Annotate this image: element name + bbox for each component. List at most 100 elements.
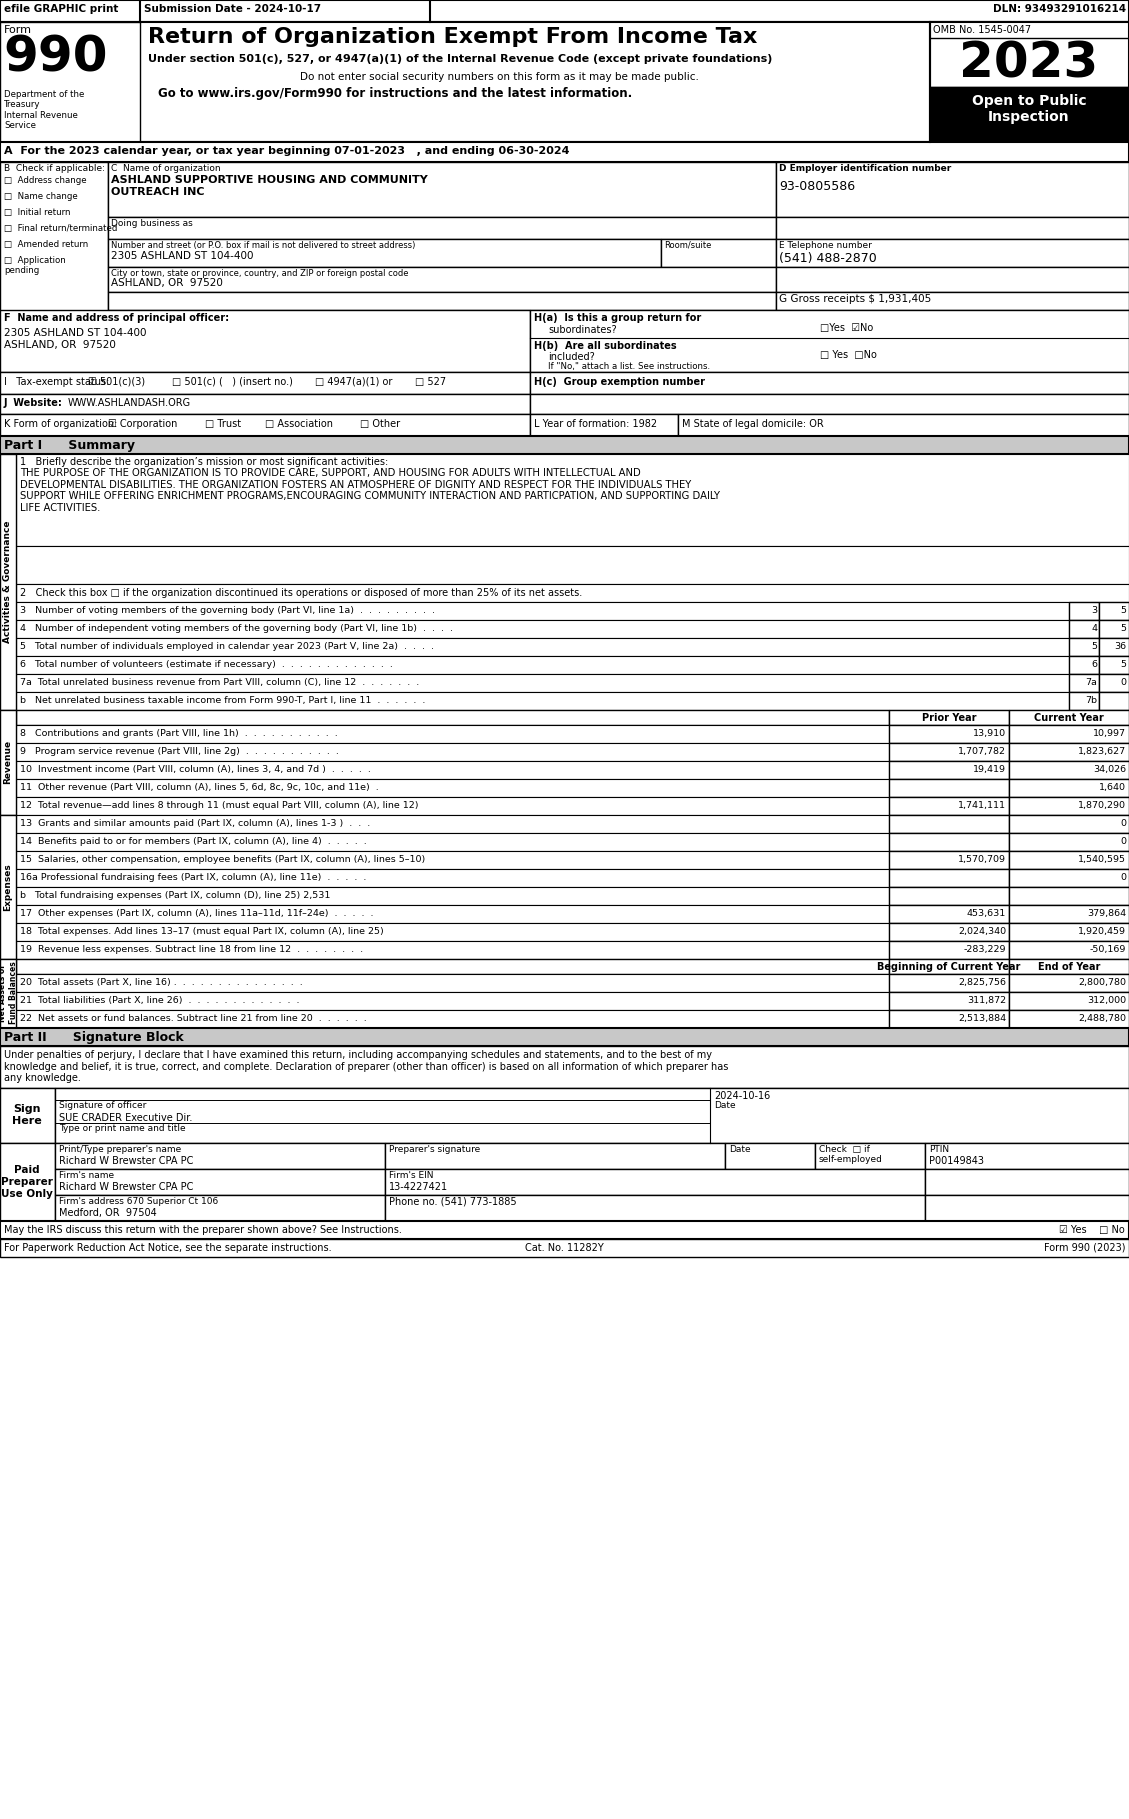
Bar [889, 760, 1009, 779]
Bar [16, 991, 889, 1010]
Bar [0, 1028, 1129, 1046]
Text: Revenue: Revenue [3, 740, 12, 784]
Bar [108, 162, 776, 216]
Text: □  Application
pending: □ Application pending [5, 256, 65, 275]
Text: 1,823,627: 1,823,627 [1078, 748, 1126, 757]
Bar [889, 906, 1009, 922]
Text: Form: Form [5, 25, 32, 35]
Bar [385, 1170, 925, 1195]
Text: K Form of organization:: K Form of organization: [5, 418, 117, 429]
Text: Under section 501(c), 527, or 4947(a)(1) of the Internal Revenue Code (except pr: Under section 501(c), 527, or 4947(a)(1)… [148, 55, 772, 64]
Text: M State of legal domicile: OR: M State of legal domicile: OR [682, 418, 824, 429]
Bar [16, 620, 1069, 638]
Text: ASHLAND, OR  97520: ASHLAND, OR 97520 [5, 340, 116, 349]
Text: SUE CRADER Executive Dir.: SUE CRADER Executive Dir. [59, 1113, 192, 1122]
Bar [16, 833, 889, 851]
Bar [889, 709, 1009, 726]
Text: Open to Public
Inspection: Open to Public Inspection [972, 95, 1086, 124]
Text: 16a Professional fundraising fees (Part IX, column (A), line 11e)  .  .  .  .  .: 16a Professional fundraising fees (Part … [20, 873, 367, 882]
Text: H(b)  Are all subordinates: H(b) Are all subordinates [534, 340, 676, 351]
Text: 13  Grants and similar amounts paid (Part IX, column (A), lines 1-3 )  .  .  .: 13 Grants and similar amounts paid (Part… [20, 819, 370, 828]
Bar [815, 1142, 925, 1170]
Text: -283,229: -283,229 [963, 946, 1006, 953]
Text: 2,825,756: 2,825,756 [959, 979, 1006, 988]
Text: 1,870,290: 1,870,290 [1078, 800, 1126, 809]
Bar [1009, 726, 1129, 742]
Text: 2,488,780: 2,488,780 [1078, 1013, 1126, 1022]
Text: Under penalties of perjury, I declare that I have examined this return, includin: Under penalties of perjury, I declare th… [5, 1050, 728, 1082]
Text: (541) 488-2870: (541) 488-2870 [779, 253, 877, 266]
Bar [1009, 940, 1129, 959]
Text: Cat. No. 11282Y: Cat. No. 11282Y [525, 1242, 603, 1253]
Text: Date: Date [729, 1144, 751, 1153]
Bar [55, 1142, 385, 1170]
Bar [16, 455, 1129, 546]
Text: Go to www.irs.gov/Form990 for instructions and the latest information.: Go to www.irs.gov/Form990 for instructio… [158, 87, 632, 100]
Bar [16, 922, 889, 940]
Text: ASHLAND, OR  97520: ASHLAND, OR 97520 [111, 278, 222, 287]
Bar [530, 309, 1129, 373]
Bar [1099, 602, 1129, 620]
Bar [1009, 991, 1129, 1010]
Bar [0, 373, 530, 395]
Bar [776, 238, 1129, 267]
Bar [1009, 959, 1129, 973]
Bar [1069, 691, 1099, 709]
Bar [1069, 602, 1099, 620]
Text: Sign
Here: Sign Here [12, 1104, 42, 1126]
Bar [925, 1170, 1129, 1195]
Bar [925, 1142, 1129, 1170]
Text: F  Name and address of principal officer:: F Name and address of principal officer: [5, 313, 229, 324]
Bar [530, 415, 679, 437]
Text: □ Other: □ Other [360, 418, 400, 429]
Bar [16, 940, 889, 959]
Bar [1009, 833, 1129, 851]
Text: Firm's EIN: Firm's EIN [390, 1171, 434, 1181]
Bar [16, 1010, 889, 1028]
Text: □  Name change: □ Name change [5, 193, 78, 202]
Bar [55, 1088, 1129, 1142]
Bar [0, 437, 1129, 455]
Bar [679, 415, 1129, 437]
Bar [1009, 888, 1129, 906]
Bar [16, 675, 1069, 691]
Text: THE PURPOSE OF THE ORGANIZATION IS TO PROVIDE CARE, SUPPORT, AND HOUSING FOR ADU: THE PURPOSE OF THE ORGANIZATION IS TO PR… [20, 467, 720, 513]
Text: subordinates?: subordinates? [548, 326, 616, 335]
Text: 10,997: 10,997 [1093, 729, 1126, 739]
Bar [889, 1010, 1009, 1028]
Bar [0, 455, 16, 709]
Text: I   Tax-exempt status:: I Tax-exempt status: [5, 377, 110, 387]
Bar [1069, 675, 1099, 691]
Text: WWW.ASHLANDASH.ORG: WWW.ASHLANDASH.ORG [68, 398, 191, 407]
Text: Prior Year: Prior Year [921, 713, 977, 722]
Text: For Paperwork Reduction Act Notice, see the separate instructions.: For Paperwork Reduction Act Notice, see … [5, 1242, 332, 1253]
Text: Part II      Signature Block: Part II Signature Block [5, 1031, 184, 1044]
Bar [930, 22, 1129, 142]
Text: 21  Total liabilities (Part X, line 26)  .  .  .  .  .  .  .  .  .  .  .  .  .: 21 Total liabilities (Part X, line 26) .… [20, 997, 299, 1006]
Bar [16, 638, 1069, 657]
Text: 0: 0 [1120, 837, 1126, 846]
Text: 2,024,340: 2,024,340 [957, 928, 1006, 937]
Bar [776, 162, 1129, 216]
Text: b   Total fundraising expenses (Part IX, column (D), line 25) 2,531: b Total fundraising expenses (Part IX, c… [20, 891, 331, 900]
Bar [0, 22, 1129, 142]
Bar [0, 142, 1129, 162]
Bar [16, 869, 889, 888]
Bar [1099, 657, 1129, 675]
Text: 2024-10-16: 2024-10-16 [714, 1091, 770, 1100]
Bar [725, 1142, 815, 1170]
Bar [0, 415, 530, 437]
Bar [889, 991, 1009, 1010]
Text: Print/Type preparer's name: Print/Type preparer's name [59, 1144, 182, 1153]
Text: 1   Briefly describe the organization’s mission or most significant activities:: 1 Briefly describe the organization’s mi… [20, 457, 388, 467]
Text: 34,026: 34,026 [1093, 766, 1126, 775]
Bar [108, 216, 776, 238]
Bar [530, 373, 1129, 395]
Bar [16, 815, 889, 833]
Text: Paid
Preparer
Use Only: Paid Preparer Use Only [1, 1166, 53, 1199]
Text: May the IRS discuss this return with the preparer shown above? See Instructions.: May the IRS discuss this return with the… [5, 1224, 402, 1235]
Text: G Gross receipts $ 1,931,405: G Gross receipts $ 1,931,405 [779, 295, 931, 304]
Text: 12  Total revenue—add lines 8 through 11 (must equal Part VIII, column (A), line: 12 Total revenue—add lines 8 through 11 … [20, 800, 419, 809]
Text: 0: 0 [1120, 678, 1126, 688]
Text: 2,513,884: 2,513,884 [957, 1013, 1006, 1022]
